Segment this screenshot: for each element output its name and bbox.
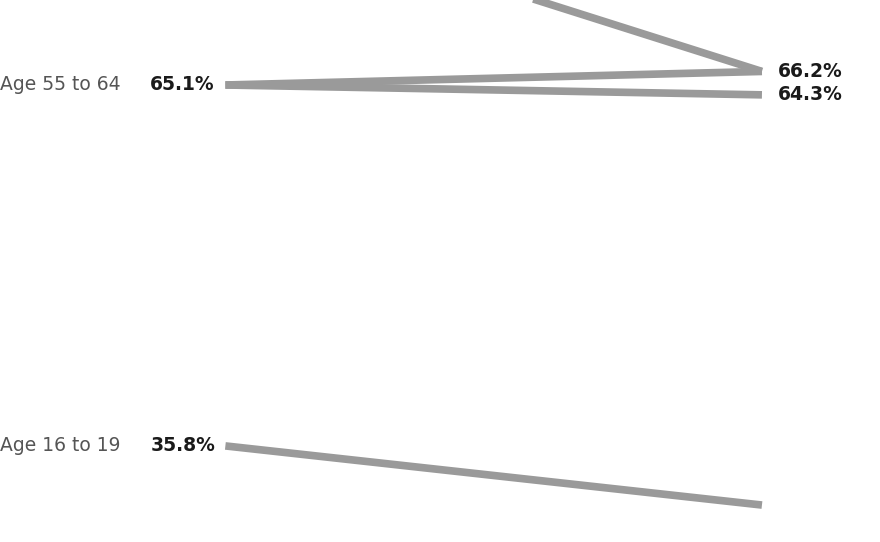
Text: Age 16 to 19: Age 16 to 19 <box>0 436 121 455</box>
Text: 64.3%: 64.3% <box>778 85 843 105</box>
Text: 35.8%: 35.8% <box>150 436 215 455</box>
Text: 66.2%: 66.2% <box>778 62 843 81</box>
Text: 65.1%: 65.1% <box>150 75 215 94</box>
Text: Age 55 to 64: Age 55 to 64 <box>0 75 121 94</box>
